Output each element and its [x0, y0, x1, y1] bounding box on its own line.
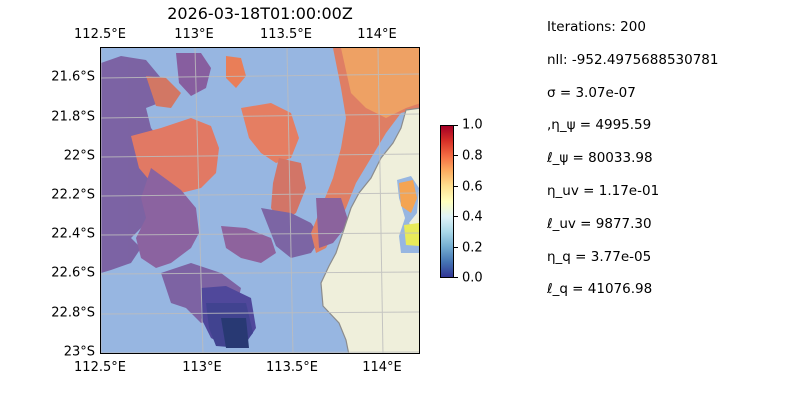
lat-tick-23: 23°S: [63, 344, 95, 360]
colorbar-tickmark: [454, 186, 458, 187]
map-panel[interactable]: [100, 47, 420, 354]
colorbar-tick-0-2: 0.2: [462, 240, 483, 256]
data-patch-east-warm: [341, 48, 419, 118]
lon-tick-top-112-5: 112.5°E: [74, 27, 126, 42]
info-sigma: σ = 3.07e-07: [547, 84, 636, 101]
info-eta-uv: η_uv = 1.17e-01: [547, 182, 660, 199]
gridlines: [101, 48, 419, 353]
lat-tick-22-4: 22.4°S: [51, 226, 95, 242]
data-patch-north-center: [226, 56, 246, 88]
colorbar-tick-0-6: 0.6: [462, 179, 483, 195]
data-patch-northwest: [101, 56, 163, 273]
data-patch-south-center: [221, 226, 276, 263]
colorbar-tick-0-0: 0.0: [462, 270, 483, 286]
land-mass: [321, 108, 419, 353]
colorbar-tick-1-0: 1.0: [462, 117, 483, 133]
lon-tick-bottom-114: 114°E: [362, 360, 402, 375]
data-overlay: [101, 48, 419, 348]
colorbar-tickmark: [454, 155, 458, 156]
colorbar-tickmark: [454, 277, 458, 278]
info-eta-q: η_q = 3.77e-05: [547, 248, 652, 265]
lon-tick-top-114: 114°E: [357, 27, 397, 42]
lon-tick-top-113-5: 113.5°E: [260, 27, 312, 42]
lat-tick-22-2: 22.2°S: [51, 187, 95, 203]
info-nll: nll: -952.4975688530781: [547, 51, 719, 68]
data-patch-north-orange: [146, 76, 181, 108]
data-patch-center-east: [271, 158, 306, 223]
colorbar-tickmark: [454, 216, 458, 217]
coastline: [320, 107, 419, 353]
lat-tick-21-8: 21.8°S: [51, 109, 95, 125]
data-patch-north-purple: [176, 53, 211, 96]
colorbar-tick-0-8: 0.8: [462, 148, 483, 164]
data-patch-northeast-orange: [241, 103, 299, 163]
bay-inlet-orange: [399, 180, 417, 213]
info-ell-q: ℓ_q = 41076.98: [547, 281, 653, 298]
info-ell-psi: ℓ_ψ = 80033.98: [547, 150, 653, 167]
info-panel: Iterations: 200 nll: -952.4975688530781 …: [547, 19, 719, 314]
lat-tick-22-8: 22.8°S: [51, 305, 95, 321]
colorbar: [440, 125, 454, 278]
data-patch-south-darkest: [221, 318, 249, 348]
info-eta-psi: ,η_ψ = 4995.59: [547, 117, 652, 134]
bay-inlet-yellow: [404, 223, 419, 246]
lon-tick-bottom-113-5: 113.5°E: [266, 360, 318, 375]
data-patch-central-purple: [136, 168, 199, 268]
lon-tick-bottom-112-5: 112.5°E: [74, 360, 126, 375]
map-title: 2026-03-18T01:00:00Z: [167, 4, 353, 23]
colorbar-tickmark: [454, 125, 458, 126]
lon-tick-top-113: 113°E: [174, 27, 214, 42]
lat-tick-21-6: 21.6°S: [51, 69, 95, 85]
info-ell-uv: ℓ_uv = 9877.30: [547, 215, 652, 232]
map-canvas: [101, 48, 419, 353]
colorbar-tick-0-4: 0.4: [462, 209, 483, 225]
data-patch-east-south: [316, 198, 349, 248]
lat-tick-22: 22°S: [63, 148, 95, 164]
colorbar-tickmark: [454, 247, 458, 248]
lat-tick-22-6: 22.6°S: [51, 265, 95, 281]
lon-tick-bottom-113: 113°E: [182, 360, 222, 375]
info-iterations: Iterations: 200: [547, 19, 646, 35]
